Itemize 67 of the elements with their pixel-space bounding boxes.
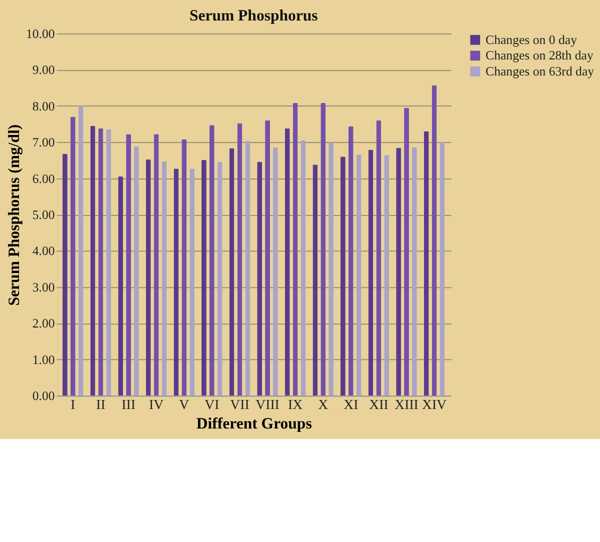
bar	[174, 168, 179, 396]
x-tick-label: XIII	[394, 396, 419, 412]
bar	[292, 103, 298, 396]
bar	[384, 155, 390, 396]
bar	[90, 126, 96, 396]
y-tick-label: 2.00	[32, 316, 55, 331]
bar	[209, 125, 214, 396]
bar	[284, 128, 290, 396]
bar	[245, 141, 250, 396]
x-tick-label: XI	[344, 396, 359, 412]
y-tick-label: 1.00	[32, 352, 55, 367]
x-tick-label: V	[179, 396, 190, 412]
bar	[356, 154, 362, 396]
bar	[146, 160, 151, 396]
x-tick-label: VIII	[256, 396, 280, 412]
bar	[348, 126, 354, 396]
bar	[432, 85, 437, 396]
bar	[190, 168, 195, 396]
legend-label: Changes on 63rd day	[486, 64, 595, 78]
y-tick-label: 5.00	[32, 208, 55, 222]
x-tick-label: X	[318, 396, 328, 412]
y-tick-label: 0.00	[32, 389, 55, 404]
x-tick-label: III	[122, 396, 136, 412]
bar	[237, 123, 242, 396]
bar	[154, 134, 159, 396]
bar	[312, 164, 318, 396]
bar	[162, 161, 167, 396]
bar	[368, 150, 374, 396]
bar	[328, 142, 334, 396]
x-tick-label: XII	[369, 396, 389, 412]
bar	[300, 140, 306, 396]
bar	[320, 103, 326, 396]
bar	[217, 162, 222, 396]
bar	[182, 139, 187, 396]
bar	[134, 146, 139, 396]
x-tick-label: VII	[230, 396, 250, 412]
bar	[440, 142, 445, 396]
y-tick-label: 6.00	[32, 172, 55, 186]
y-tick-label: 3.00	[32, 280, 55, 294]
bar	[257, 162, 262, 396]
chart-title: Serum Phosphorus	[189, 8, 318, 25]
x-tick-label: I	[70, 396, 76, 412]
x-tick-label: IV	[149, 396, 164, 412]
bar	[229, 148, 234, 396]
y-tick-label: 4.00	[32, 244, 55, 258]
y-tick-label: 7.00	[32, 136, 55, 150]
x-tick-label: VI	[204, 396, 220, 412]
bar	[70, 116, 76, 396]
bar	[396, 148, 402, 396]
x-tick-label: II	[96, 396, 106, 412]
legend-label: Changes on 28th day	[486, 48, 594, 63]
bar	[106, 129, 112, 396]
bar	[412, 147, 417, 396]
x-axis-title: Different Groups	[196, 416, 312, 433]
bar	[376, 120, 382, 396]
bar	[78, 105, 84, 396]
legend-label: Changes on 0 day	[486, 32, 578, 47]
bar	[272, 147, 278, 396]
y-tick-label: 8.00	[32, 99, 55, 114]
x-tick-label: IX	[288, 396, 303, 412]
bar	[424, 131, 429, 396]
y-tick-label: 10.00	[26, 26, 55, 41]
y-tick-label: 9.00	[32, 63, 55, 78]
x-tick-label: XIV	[422, 396, 447, 412]
bar	[98, 128, 104, 396]
y-axis-title: Serum Phosphorus (mg/dl)	[6, 124, 23, 306]
bar	[118, 176, 124, 396]
